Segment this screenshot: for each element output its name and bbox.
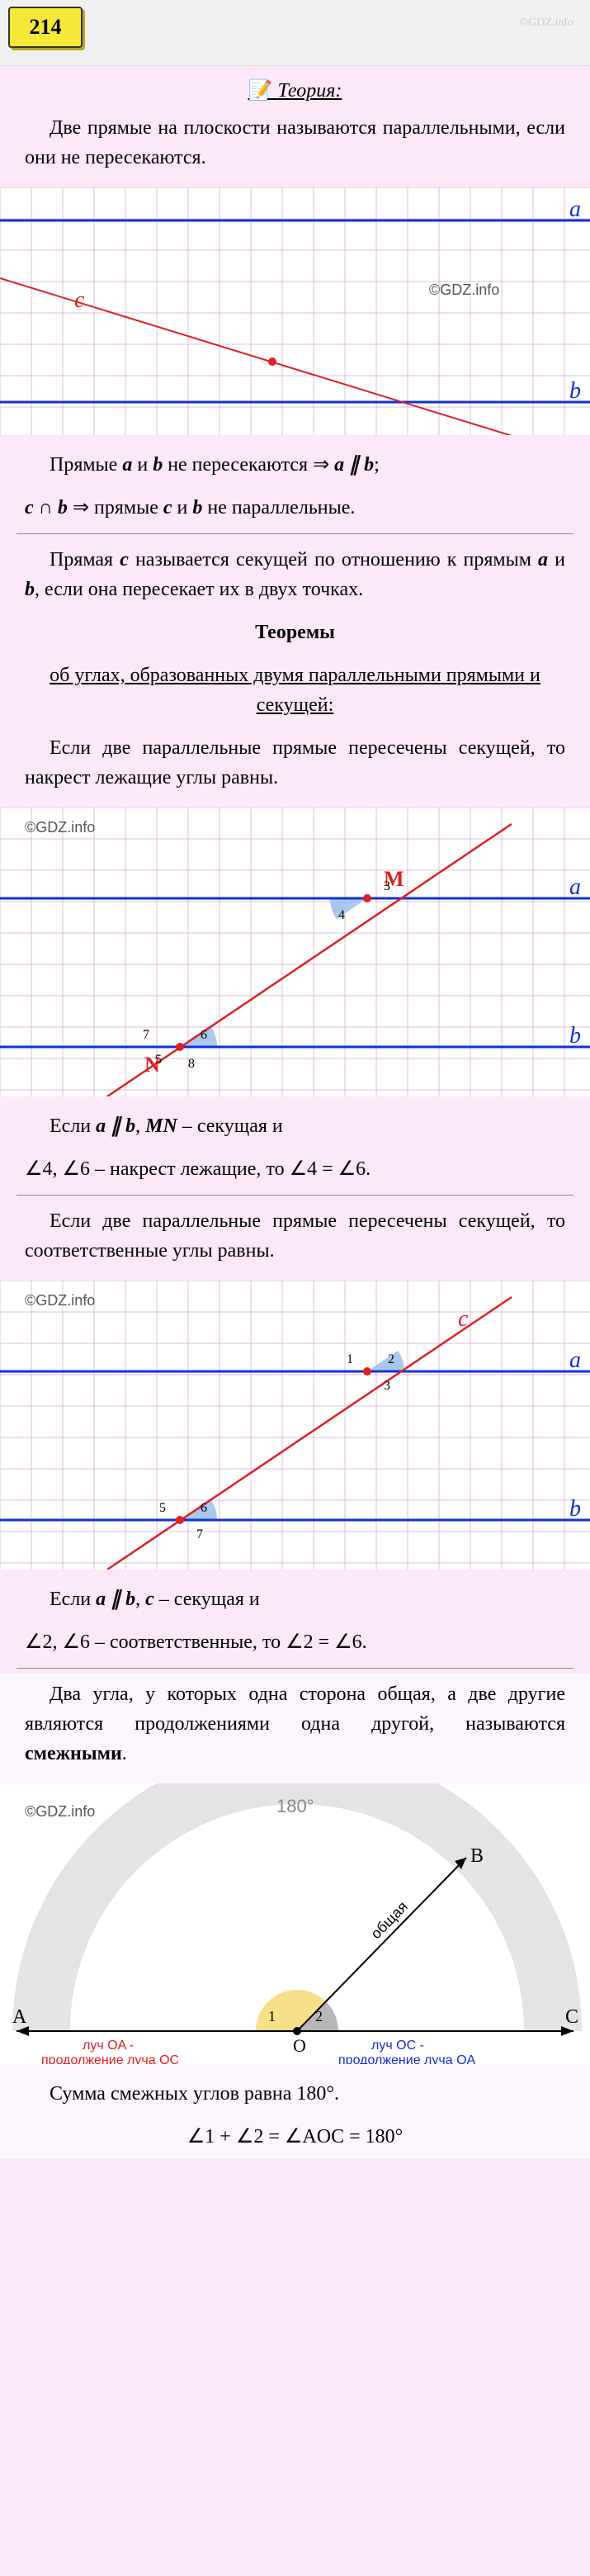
paragraph-3: c ∩ b ⇒ прямые c и b не параллельные. (0, 486, 590, 529)
theorems-heading: Теоремы (0, 611, 590, 654)
figure-1: a b c ©GDZ.info (0, 187, 590, 435)
svg-text:a: a (569, 197, 581, 222)
svg-text:5: 5 (159, 1501, 166, 1515)
divider-3 (17, 1668, 573, 1669)
svg-text:6: 6 (201, 1028, 207, 1042)
svg-text:6: 6 (201, 1501, 207, 1515)
figure-4: ACBO180°общая12луч OA -продолжение луча … (0, 1783, 590, 2064)
svg-text:a: a (569, 1347, 581, 1373)
svg-text:7: 7 (196, 1527, 203, 1541)
paragraph-2: Прямые a и b не пересекаются ⇒ a ∥ b; (0, 443, 590, 486)
svg-text:2: 2 (388, 1352, 394, 1366)
adjacent-section: Два угла, у которых одна сторона общая, … (0, 1673, 590, 2158)
figure-3: c a b 1 2 3 5 6 7 ©GDZ.info (0, 1281, 590, 1570)
svg-text:1: 1 (347, 1352, 353, 1366)
svg-text:©GDZ.info: ©GDZ.info (25, 1292, 95, 1309)
svg-text:b: b (569, 1023, 581, 1049)
paragraph-12: Сумма смежных углов равна 180°. (0, 2072, 590, 2115)
theory-heading: Теория: (0, 66, 590, 107)
paragraph-8: Если две параллельные прямые пересе­чены… (0, 1200, 590, 1272)
paragraph-7: ∠4, ∠6 – накрест лежащие, то ∠4 = ∠6. (0, 1148, 590, 1191)
paragraph-9: Если a ∥ b, c – секущая и (0, 1578, 590, 1621)
divider-2 (17, 1195, 573, 1196)
divider (17, 533, 573, 534)
svg-text:a: a (569, 874, 581, 900)
problem-badge: 214 (8, 7, 83, 48)
svg-text:c: c (74, 287, 85, 313)
svg-text:продолжение луча OA: продолжение луча OA (338, 2053, 476, 2064)
svg-text:луч OA -: луч OA - (83, 2039, 134, 2053)
paragraph-4: Прямая c называется секущей по отношению… (0, 538, 590, 611)
figure-2: MNab345678©GDZ.info (0, 807, 590, 1096)
svg-text:180°: 180° (276, 1796, 314, 1816)
theorems-sub: об углах, образованных двумя параллельны… (0, 654, 590, 727)
svg-text:8: 8 (188, 1057, 195, 1071)
svg-text:4: 4 (338, 908, 345, 922)
paragraph-10: ∠2, ∠6 – соответственные, то ∠2 = ∠6. (0, 1621, 590, 1664)
svg-text:луч OC -: луч OC - (371, 2039, 424, 2053)
svg-text:b: b (569, 1496, 581, 1522)
svg-text:©GDZ.info: ©GDZ.info (25, 819, 95, 836)
svg-text:O: O (293, 2035, 306, 2056)
svg-text:3: 3 (384, 879, 390, 893)
svg-text:©GDZ.info: ©GDZ.info (25, 1803, 95, 1820)
paragraph-13: ∠1 + ∠2 = ∠AOC = 180° (0, 2115, 590, 2158)
svg-text:B: B (470, 1845, 484, 1867)
header: 214 ©GDZ.info (0, 0, 590, 66)
svg-text:3: 3 (384, 1379, 390, 1393)
svg-text:2: 2 (315, 2008, 323, 2024)
watermark-top: ©GDZ.info (520, 17, 573, 30)
paragraph-11: Два угла, у которых одна сторона общая, … (0, 1673, 590, 1775)
svg-text:C: C (565, 2006, 578, 2028)
svg-text:b: b (569, 378, 581, 404)
svg-text:c: c (458, 1306, 469, 1332)
paragraph-1: Две прямые на плоскости называются парал… (0, 107, 590, 179)
paragraph-6: Если a ∥ b, MN – секущая и (0, 1105, 590, 1148)
svg-text:5: 5 (155, 1053, 162, 1067)
svg-text:продолжение луча OC: продолжение луча OC (41, 2053, 179, 2064)
svg-text:1: 1 (268, 2008, 276, 2024)
paragraph-5: Если две параллельные прямые пересе­чены… (0, 727, 590, 799)
svg-text:©GDZ.info: ©GDZ.info (429, 282, 499, 298)
svg-text:A: A (12, 2006, 27, 2028)
svg-text:7: 7 (143, 1028, 149, 1042)
